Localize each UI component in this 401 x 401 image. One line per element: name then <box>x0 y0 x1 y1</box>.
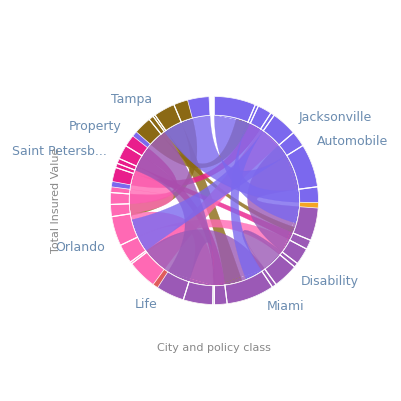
Polygon shape <box>134 166 293 240</box>
Polygon shape <box>215 97 318 203</box>
Polygon shape <box>130 212 213 286</box>
Text: Miami: Miami <box>267 300 305 313</box>
Polygon shape <box>113 220 248 304</box>
Polygon shape <box>246 228 313 297</box>
Polygon shape <box>110 187 164 285</box>
Polygon shape <box>135 132 214 286</box>
Text: Property: Property <box>69 120 122 133</box>
Polygon shape <box>158 207 318 304</box>
Polygon shape <box>161 130 295 233</box>
Polygon shape <box>136 100 192 144</box>
Polygon shape <box>147 129 279 269</box>
Text: Jacksonville: Jacksonville <box>299 111 373 124</box>
Polygon shape <box>132 131 287 251</box>
Polygon shape <box>237 100 318 228</box>
Text: Tampa: Tampa <box>111 93 152 106</box>
Polygon shape <box>237 100 318 228</box>
Polygon shape <box>138 220 290 255</box>
Polygon shape <box>110 187 164 285</box>
Polygon shape <box>129 148 177 204</box>
Polygon shape <box>215 115 300 223</box>
Polygon shape <box>166 122 242 285</box>
Polygon shape <box>247 145 300 252</box>
Polygon shape <box>129 170 174 214</box>
Text: Saint Petersb...: Saint Petersb... <box>12 145 107 158</box>
Polygon shape <box>136 156 225 286</box>
Text: Total Insured Value: Total Insured Value <box>51 148 61 253</box>
Text: Life: Life <box>134 298 157 311</box>
Polygon shape <box>110 97 210 219</box>
Polygon shape <box>112 136 148 185</box>
Polygon shape <box>110 97 210 219</box>
Polygon shape <box>215 97 318 203</box>
Polygon shape <box>113 220 248 304</box>
Polygon shape <box>150 118 250 168</box>
Text: Automobile: Automobile <box>317 135 389 148</box>
Polygon shape <box>242 230 282 271</box>
Polygon shape <box>246 228 313 297</box>
Polygon shape <box>146 230 265 286</box>
Polygon shape <box>112 136 148 185</box>
Polygon shape <box>131 123 261 188</box>
Polygon shape <box>158 207 318 304</box>
Polygon shape <box>164 115 300 202</box>
Polygon shape <box>136 100 192 144</box>
Polygon shape <box>129 118 197 215</box>
Text: City and policy class: City and policy class <box>158 343 271 353</box>
Text: Disability: Disability <box>301 275 359 288</box>
Polygon shape <box>231 122 263 279</box>
Text: Orlando: Orlando <box>56 241 105 254</box>
